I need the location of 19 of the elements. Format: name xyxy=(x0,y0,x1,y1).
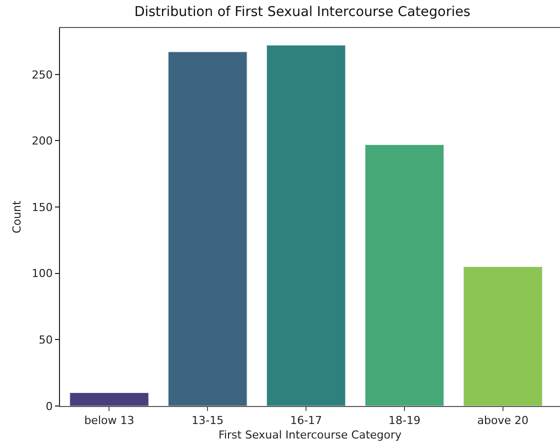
bar xyxy=(70,392,149,406)
y-axis-title: Count xyxy=(10,200,24,234)
x-tick-label: below 13 xyxy=(84,414,134,428)
y-tick-label: 200 xyxy=(32,134,53,148)
y-tick-label: 50 xyxy=(38,334,53,347)
x-tick-label: 18-19 xyxy=(388,414,420,428)
x-tick-label: above 20 xyxy=(477,414,529,428)
y-tick-label: 0 xyxy=(46,400,53,413)
y-tick-label: 250 xyxy=(32,68,53,82)
bar xyxy=(266,44,346,406)
x-tick-label: 13-15 xyxy=(192,414,224,428)
x-axis-title: First Sexual Intercourse Category xyxy=(218,428,402,442)
bar xyxy=(463,266,543,406)
chart-title: Distribution of First Sexual Intercourse Categories xyxy=(134,4,470,20)
x-tick-label: 16-17 xyxy=(290,414,322,428)
y-tick-label: 150 xyxy=(32,200,53,214)
bar xyxy=(364,144,444,406)
y-tick-label: 100 xyxy=(32,267,53,280)
bar xyxy=(168,52,248,406)
